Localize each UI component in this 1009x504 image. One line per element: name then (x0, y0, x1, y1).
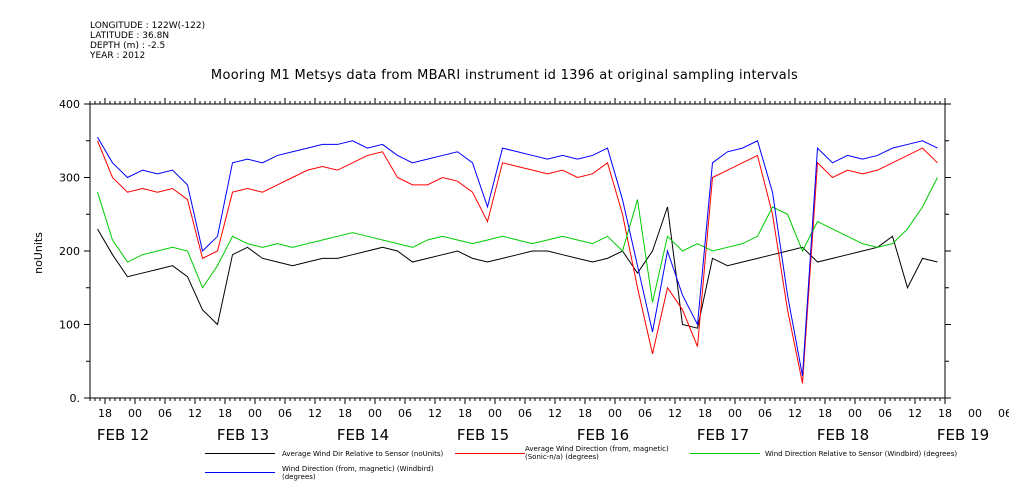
x-day-label: FEB 14 (337, 426, 389, 444)
x-tick-label: 12 (188, 407, 202, 420)
x-tick-label: 06 (638, 407, 652, 420)
x-tick-label: 00 (128, 407, 142, 420)
x-tick-label: 18 (218, 407, 232, 420)
y-tick-label: 200 (59, 245, 80, 258)
x-tick-label: 12 (428, 407, 442, 420)
x-day-label: FEB 17 (697, 426, 749, 444)
x-day-label: FEB 15 (457, 426, 509, 444)
x-tick-label: 18 (578, 407, 592, 420)
series-line-4 (97, 136, 938, 377)
plot-frame (89, 103, 946, 399)
y-tick-label: 0. (70, 392, 81, 405)
x-tick-label: 18 (338, 407, 352, 420)
x-tick-label: 06 (158, 407, 172, 420)
x-tick-label: 12 (308, 407, 322, 420)
y-tick-label: 300 (59, 172, 80, 185)
depth-label: DEPTH (m) : -2.5 (90, 41, 166, 51)
x-tick-label: 18 (698, 407, 712, 420)
x-tick-label: 18 (458, 407, 472, 420)
metadata-block: LONGITUDE : 122W(-122) LATITUDE : 36.8N … (90, 21, 205, 61)
x-tick-label: 06 (758, 407, 772, 420)
y-axis-label: noUnits (32, 232, 45, 274)
x-tick-label: 00 (968, 407, 982, 420)
y-tick-label: 400 (59, 98, 80, 111)
x-tick-label: 06 (398, 407, 412, 420)
x-day-label: FEB 19 (937, 426, 989, 444)
x-tick-label: 00 (368, 407, 382, 420)
x-tick-label: 12 (668, 407, 682, 420)
x-tick-label: 00 (728, 407, 742, 420)
y-tick-label: 100 (59, 319, 80, 332)
x-tick-label: 06 (878, 407, 892, 420)
x-day-label: FEB 13 (217, 426, 269, 444)
latitude-label: LATITUDE : 36.8N (90, 31, 170, 41)
x-tick-label: 00 (488, 407, 502, 420)
x-day-label: FEB 12 (97, 426, 149, 444)
series-line-3 (97, 177, 938, 303)
x-tick-label: 12 (548, 407, 562, 420)
series-line-2 (97, 140, 938, 384)
x-tick-label: 18 (98, 407, 112, 420)
x-day-label: FEB 18 (817, 426, 869, 444)
x-tick-label: 00 (848, 407, 862, 420)
x-tick-label: 06 (518, 407, 532, 420)
x-tick-label: 12 (788, 407, 802, 420)
longitude-label: LONGITUDE : 122W(-122) (90, 21, 206, 31)
x-tick-label: 18 (938, 407, 952, 420)
x-tick-label: 06 (278, 407, 292, 420)
x-tick-label: 12 (908, 407, 922, 420)
year-label: YEAR : 2012 (90, 51, 146, 61)
x-tick-label: 00 (608, 407, 622, 420)
x-tick-label: 00 (248, 407, 262, 420)
chart-title: Mooring M1 Metsys data from MBARI instru… (210, 68, 799, 83)
x-tick-label: 18 (818, 407, 832, 420)
x-day-label: FEB 16 (577, 426, 629, 444)
x-tick-label: 06 (998, 407, 1009, 420)
series-line-1 (97, 206, 938, 329)
